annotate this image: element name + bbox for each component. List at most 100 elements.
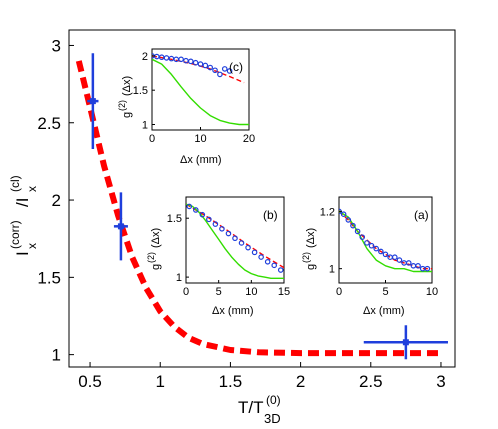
inset-c-data-point [197, 61, 204, 67]
inset-a-data-point [350, 222, 356, 229]
inset-b-data-point [264, 258, 271, 265]
inset-a-data-point [415, 262, 421, 269]
main-data-point [89, 98, 96, 105]
inset-c-x-tick-label: 20 [243, 133, 255, 145]
inset-c-x-axis-label: Δx (mm) [180, 154, 222, 166]
inset-a-x-axis-label: Δx (mm) [363, 305, 405, 317]
inset-c-data-point [217, 71, 223, 78]
inset-c-green-solid-curve [152, 58, 249, 126]
main-data-point [402, 339, 409, 346]
svg-text:(2): (2) [146, 252, 156, 263]
inset-a-data-point [359, 234, 366, 240]
main-x-tick-label: 1 [156, 372, 165, 391]
main-y-tick-label: 1 [52, 346, 61, 365]
main-y-tick-label: 2.5 [37, 114, 61, 133]
inset-b-x-axis-label: Δx (mm) [212, 305, 254, 317]
inset-b-data-point [225, 230, 232, 237]
inset-c-series [152, 53, 249, 126]
inset-b-chart: 0 5 10 15 1 1.5 (b) Δx (mm) g (2) (Δx) [146, 196, 290, 317]
inset-b-x-tick-label: 0 [183, 286, 189, 298]
main-x-axis-label: T/T [238, 398, 264, 417]
main-chart: 0.5 1 1.5 2 2.5 3 1 1.5 2 2.5 3 T/T (0) 3D I x (co… [8, 29, 456, 426]
inset-c-data-point [212, 67, 218, 74]
main-plot-frame [68, 29, 456, 368]
inset-a-panel-label: (a) [414, 208, 429, 222]
inset-c-data-point [178, 56, 184, 63]
inset-b-ticks: 0 5 10 15 1 1.5 [167, 213, 290, 298]
inset-b-x-tick-label: 10 [245, 286, 257, 298]
inset-c-x-tick-label: 10 [194, 133, 206, 145]
main-red-dashed-curve [75, 60, 441, 357]
main-x-tick-label: 1.5 [219, 372, 243, 391]
inset-a-data-point [378, 248, 384, 255]
inset-a-data-point [391, 254, 398, 261]
svg-text:g: g [305, 264, 317, 270]
inset-b-y-axis-label: g (2) (Δx) [146, 228, 162, 270]
inset-a-data-point [340, 211, 347, 218]
inset-a-x-tick-label: 0 [336, 286, 342, 298]
inset-c-panel-label: (c) [229, 60, 243, 74]
main-x-tick-label: 2 [296, 372, 305, 391]
inset-b-data-point [193, 207, 199, 213]
svg-text:(Δx): (Δx) [305, 228, 317, 248]
inset-b-y-tick-label: 1.5 [167, 213, 182, 225]
inset-b-panel-label: (b) [263, 208, 278, 222]
inset-a-data-point [368, 242, 375, 249]
svg-text:(corr): (corr) [8, 220, 22, 249]
inset-a-y-axis-label: g (2) (Δx) [301, 228, 317, 270]
svg-text:g: g [150, 264, 162, 270]
inset-a-series [339, 208, 432, 273]
svg-text:(Δx): (Δx) [150, 228, 162, 248]
inset-c-ticks: 0 10 20 1 1.5 2 [133, 51, 255, 145]
svg-text:x: x [25, 243, 39, 249]
inset-b-data-point [258, 254, 264, 260]
inset-a-data-point [396, 257, 403, 263]
inset-c-data-point [226, 68, 233, 74]
main-y-tick-label: 3 [52, 36, 61, 55]
main-series [75, 53, 448, 360]
inset-a-ticks: 0 5 10 1 1.2 [320, 206, 438, 298]
inset-b-x-tick-label: 15 [278, 286, 290, 298]
svg-text:/I: /I [13, 198, 32, 207]
inset-b-y-tick-label: 1 [176, 272, 182, 284]
inset-a-data-point [345, 217, 352, 223]
inset-c-x-tick-label: 0 [149, 133, 155, 145]
inset-a-y-tick-label: 1.2 [320, 206, 335, 218]
main-y-tick-label: 1.5 [37, 268, 61, 287]
svg-text:I: I [13, 251, 32, 256]
svg-text:(Δx): (Δx) [121, 76, 133, 96]
inset-c-data-point [202, 62, 209, 69]
main-ticks: 0.5 1 1.5 2 2.5 3 1 1.5 2 2.5 3 [37, 36, 445, 391]
inset-a-data-point [382, 251, 389, 258]
inset-b-x-tick-label: 5 [216, 286, 222, 298]
inset-b-data-point [251, 249, 258, 256]
inset-a-chart: 0 5 10 1 1.2 (a) Δx (mm) g (2) (Δx) [301, 196, 438, 317]
inset-c-data-point [192, 59, 199, 66]
inset-b-plot-area [186, 203, 284, 279]
svg-text:(cl): (cl) [8, 175, 22, 192]
inset-b-series [186, 203, 284, 279]
inset-a-plot-area [339, 208, 432, 273]
inset-b-data-point [186, 203, 193, 210]
inset-c-data-point [188, 58, 194, 65]
inset-c-chart: 0 10 20 1 1.5 2 (c) Δx (mm) g (2) (Δx) [117, 48, 255, 166]
inset-c-y-tick-label: 1 [142, 120, 148, 132]
inset-b-data-point [212, 221, 219, 227]
main-plot-area [75, 53, 448, 360]
main-data-point [117, 223, 124, 230]
main-x-axis-label-sup: (0) [266, 393, 281, 407]
main-x-tick-label: 0.5 [78, 372, 102, 391]
inset-b-data-point [232, 235, 238, 242]
inset-a-data-point [364, 240, 370, 246]
inset-a-y-tick-label: 1 [329, 264, 335, 276]
inset-a-data-point [405, 260, 412, 266]
inset-a-x-tick-label: 10 [426, 286, 438, 298]
main-x-tick-label: 2.5 [359, 372, 383, 391]
svg-text:(2): (2) [117, 100, 127, 111]
inset-a-data-point [373, 245, 380, 252]
inset-b-data-point [277, 267, 284, 273]
inset-a-data-point [424, 265, 431, 272]
svg-text:g: g [121, 112, 133, 118]
main-x-tick-label: 3 [436, 372, 445, 391]
